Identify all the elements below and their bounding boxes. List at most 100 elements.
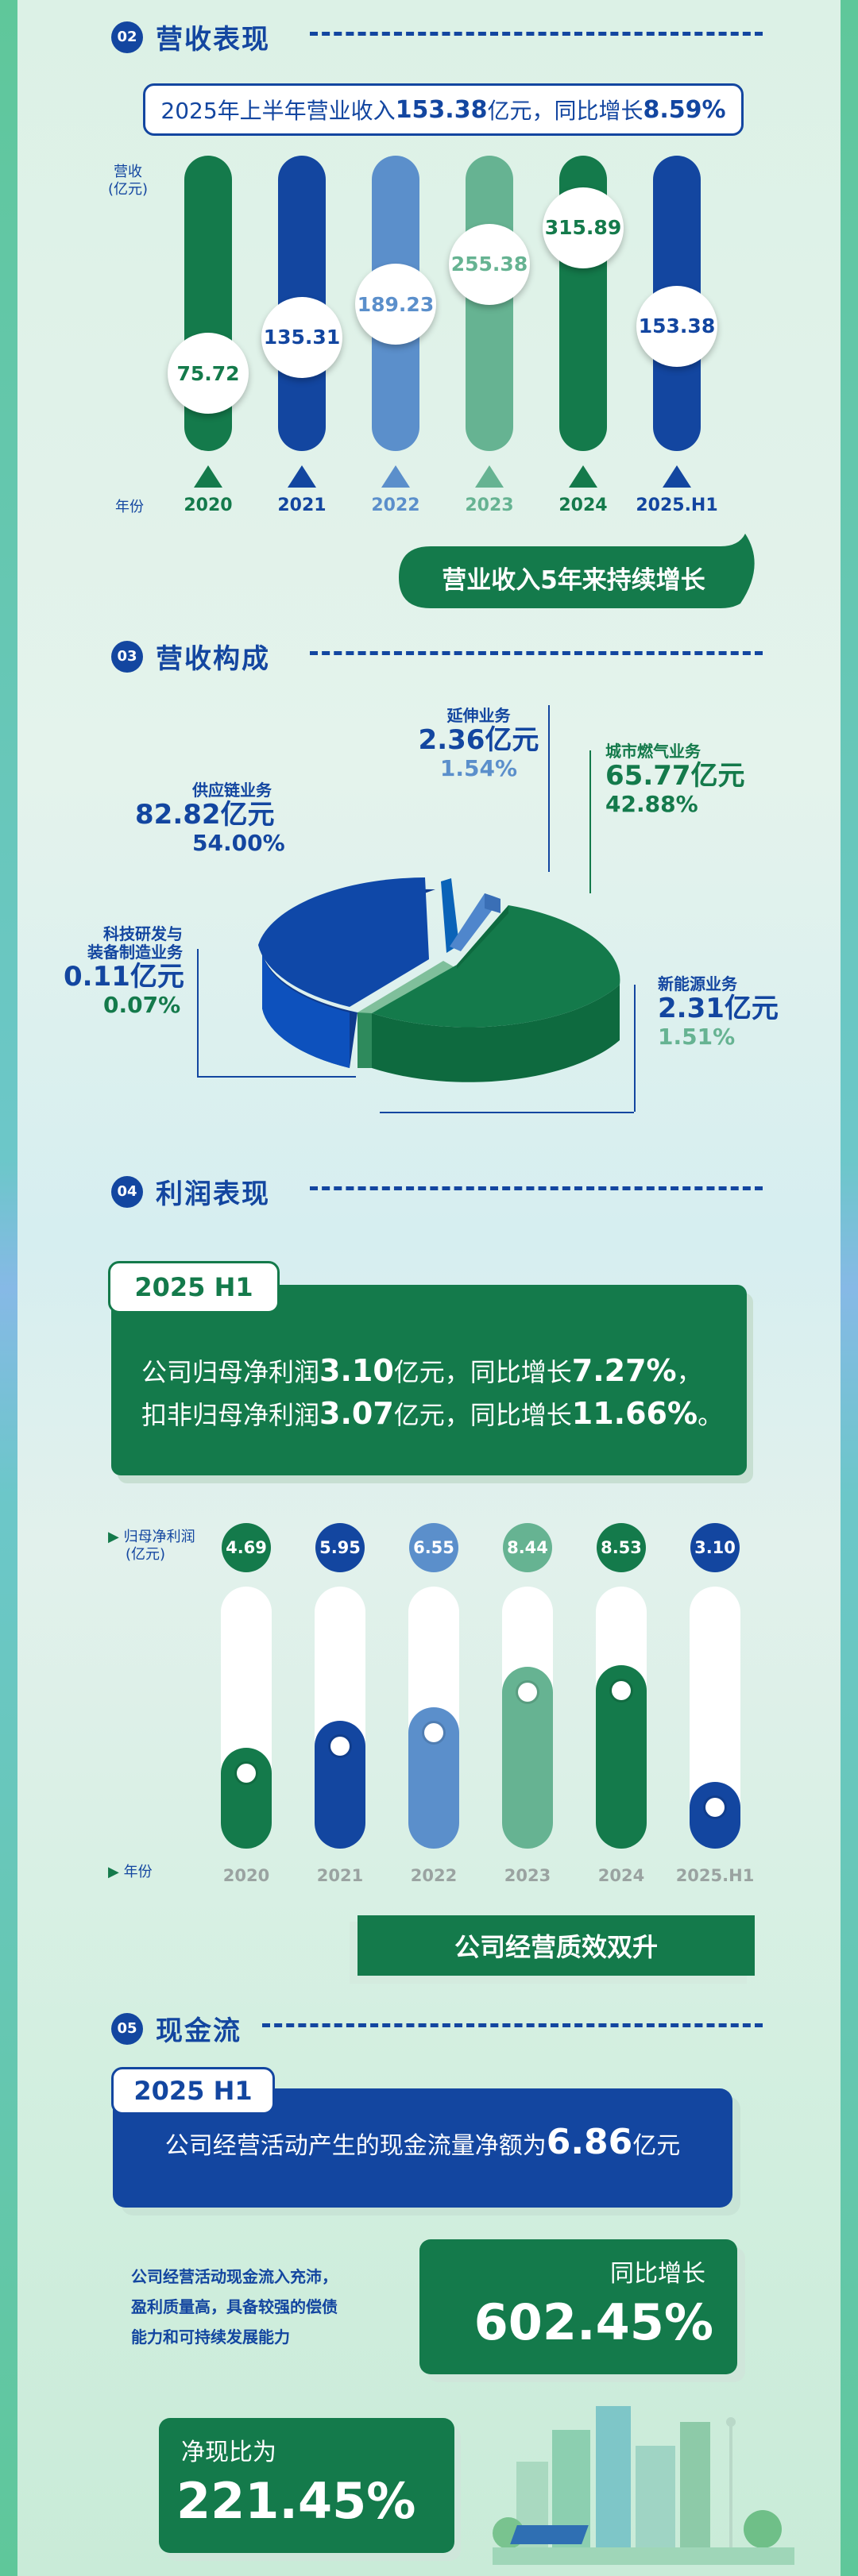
leader-line-tech-h	[197, 1076, 356, 1078]
yoy-label: 同比增长	[610, 2260, 705, 2288]
revenue-value-bubble: 75.72	[168, 333, 249, 415]
label-value: 2.31亿元	[658, 993, 779, 1024]
pie-slice-gas-edge	[457, 905, 508, 969]
profit-bar-dot	[705, 1797, 725, 1817]
triangle-marker-icon	[381, 465, 410, 488]
leader-line-newenergy-h	[380, 1112, 634, 1113]
label-pct: 1.54%	[439, 755, 518, 782]
y-unit-sub: (亿元)	[126, 1546, 166, 1563]
pie-slice-tech	[441, 878, 459, 953]
profit-line1-value: 3.10	[319, 1353, 394, 1388]
pie-slice-supply-chain	[258, 877, 429, 1007]
section-header-revenue: 02 营收表现	[111, 17, 270, 56]
cashflow-period-tag: 2025 H1	[111, 2067, 275, 2115]
revenue-value-bubble: 315.89	[543, 187, 624, 268]
right-edge-strip	[841, 0, 858, 2576]
profit-year-label: 2020	[222, 1866, 270, 1885]
note-line-1: 公司经营活动现金流入充沛，	[131, 2267, 338, 2286]
triangle-marker-icon	[194, 465, 222, 488]
pie-slice-gas	[372, 905, 620, 1028]
banner-shape	[399, 534, 755, 608]
label-pct: 54.00%	[192, 830, 285, 857]
pie-label-supply-chain: 供应链业务 82.82亿元 54.00%	[135, 781, 302, 856]
banner-text: 公司经营质效双升	[358, 1915, 755, 1976]
triangle-marker-icon	[663, 465, 691, 488]
profit-card-text: 公司归母净利润3.10亿元，同比增长7.27%， 扣非归母净利润3.07亿元，同…	[141, 1350, 723, 1436]
leader-line-gas	[589, 750, 591, 893]
note-line-2: 盈利质量高，具备较强的偿债	[131, 2297, 338, 2316]
pie-label-tech: 科技研发与 装备制造业务 0.11亿元 0.07%	[64, 925, 199, 1018]
pie-label-extension: 延伸业务 2.36亿元 1.54%	[413, 707, 544, 781]
profit-line-1: 公司归母净利润3.10亿元，同比增长7.27%，	[141, 1350, 723, 1393]
revenue-value-bubble: 189.23	[355, 264, 436, 345]
profit-bar	[221, 1747, 272, 1849]
left-edge-strip	[0, 0, 17, 2576]
label-value: 65.77亿元	[605, 760, 745, 792]
label-value: 82.82亿元	[135, 799, 275, 831]
x-unit: 年份	[123, 1864, 153, 1880]
ground	[493, 2547, 794, 2565]
wind-turbine-hub	[726, 2417, 736, 2427]
label-pct: 0.07%	[103, 992, 181, 1019]
profit-line2-growth: 11.66%	[571, 1396, 698, 1431]
section-number: 04	[111, 1175, 143, 1208]
revenue-pie-chart	[258, 877, 620, 1082]
label-name-line1: 科技研发与	[103, 924, 183, 943]
revenue-year-label: 2022	[371, 496, 420, 515]
profit-bar-dot	[518, 1683, 537, 1703]
solar-panel-icon	[510, 2525, 589, 2544]
profit-period-tag: 2025 H1	[108, 1261, 280, 1313]
profit-bar-dot	[612, 1680, 631, 1700]
revenue-year-label: 2020	[184, 496, 233, 515]
section-divider	[310, 1186, 763, 1190]
revenue-summary-pill: 2025年上半年营业收入 153.38 亿元，同比增长 8.59%	[143, 83, 744, 136]
section-divider	[310, 32, 763, 36]
leader-line-tech-v	[197, 949, 199, 1076]
triangle-marker-icon	[569, 465, 597, 488]
cashflow-card: 公司经营活动产生的现金流量净额为6.86亿元	[113, 2088, 732, 2208]
revenue-banner: 营业收入5年来持续增长	[399, 534, 764, 608]
triangle-marker-icon	[288, 465, 316, 488]
section-title: 现金流	[156, 2015, 242, 2047]
profit-line2-end: 。	[698, 1400, 724, 1430]
banner-text: 营业收入5年来持续增长	[442, 565, 705, 595]
pie-slice-newenergy	[358, 961, 454, 1013]
profit-value-pill: 4.69	[222, 1523, 271, 1572]
pie-label-newenergy: 新能源业务 2.31亿元 1.51%	[658, 975, 801, 1050]
ratio-card: 净现比为 221.45%	[159, 2418, 454, 2553]
profit-value-pill: 3.10	[690, 1523, 740, 1572]
revenue-value-bubble: 255.38	[449, 223, 530, 305]
triangle-marker-icon: ▶	[108, 1529, 119, 1545]
summary-value: 153.38	[395, 95, 488, 124]
profit-line2-value: 3.07	[319, 1396, 394, 1431]
revenue-year-label: 2025.H1	[636, 496, 718, 515]
summary-mid: 亿元，同比增长	[487, 98, 644, 124]
revenue-year-label: 2023	[465, 496, 514, 515]
y-unit: 营收	[114, 164, 142, 180]
pie-slice-extension-side	[485, 893, 500, 913]
profit-year-label: 2022	[410, 1866, 458, 1885]
profit-line-2: 扣非归母净利润3.07亿元，同比增长11.66%。	[141, 1393, 723, 1436]
tree-icon	[744, 2510, 782, 2548]
revenue-year-label: 2021	[277, 496, 327, 515]
y-unit-sub: (亿元)	[107, 181, 149, 198]
cashflow-note: 公司经营活动现金流入充沛， 盈利质量高，具备较强的偿债 能力和可持续发展能力	[131, 2262, 338, 2352]
profit-line1-growth: 7.27%	[571, 1353, 677, 1388]
ratio-label: 净现比为	[181, 2439, 276, 2466]
profit-year-label: 2024	[597, 1866, 645, 1885]
profit-value-pill: 8.44	[503, 1523, 552, 1572]
profit-line2-mid: 亿元，同比增长	[393, 1400, 572, 1430]
profit-line2-prefix: 扣非归母净利润	[141, 1400, 320, 1430]
profit-bar-dot	[237, 1763, 256, 1783]
profit-value-pill: 8.53	[597, 1523, 646, 1572]
triangle-marker-icon: ▶	[108, 1864, 119, 1880]
pie-label-gas: 城市燃气业务 65.77亿元 42.88%	[605, 742, 764, 817]
profit-year-label: 2025.H1	[675, 1866, 755, 1885]
label-pct: 42.88%	[605, 791, 698, 818]
green-city-illustration	[493, 2406, 794, 2565]
note-line-3: 能力和可持续发展能力	[131, 2327, 290, 2347]
building-icon	[680, 2422, 710, 2549]
building-icon	[596, 2406, 631, 2549]
profit-bar-dot	[424, 1723, 443, 1743]
revenue-value-bubble: 135.31	[261, 296, 342, 378]
